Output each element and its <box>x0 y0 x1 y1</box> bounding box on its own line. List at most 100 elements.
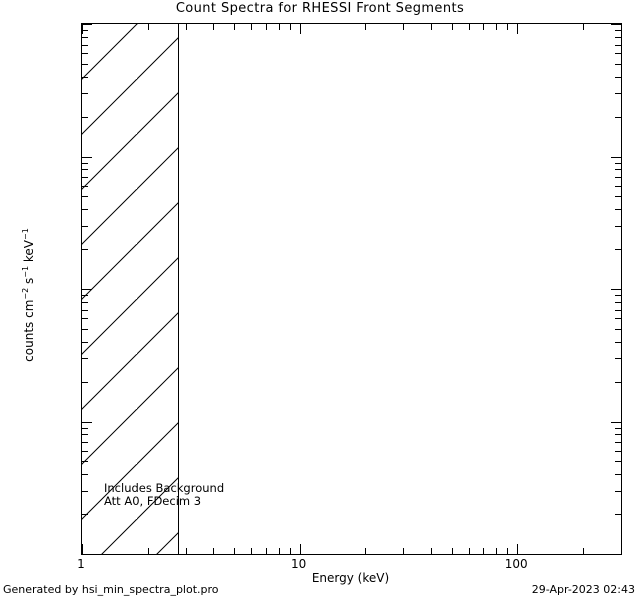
x-axis-tick <box>483 548 484 554</box>
x-axis-tick-label: 100 <box>504 557 528 571</box>
x-axis-tick <box>452 24 453 30</box>
x-axis-tick <box>279 24 280 30</box>
y-axis-tick <box>615 209 621 210</box>
y-axis-tick <box>82 196 88 197</box>
x-axis-tick <box>82 24 83 34</box>
y-axis-tick <box>82 249 88 250</box>
y-axis-tick <box>615 93 621 94</box>
annotation-includes-background: Includes Background <box>104 481 225 495</box>
x-axis-tick <box>148 24 149 30</box>
y-axis-tick <box>82 451 88 452</box>
y-axis-tick <box>615 358 621 359</box>
x-axis-tick <box>583 548 584 554</box>
y-axis-tick <box>82 461 88 462</box>
x-axis-tick <box>234 24 235 30</box>
y-axis-tick <box>82 209 88 210</box>
hatched-region <box>82 24 179 554</box>
y-axis-tick <box>82 514 88 515</box>
x-axis-tick <box>266 24 267 30</box>
y-axis-tick <box>615 177 621 178</box>
y-axis-tick <box>82 428 88 429</box>
x-axis-tick <box>300 544 301 554</box>
y-axis-tick <box>82 45 88 46</box>
y-axis-tick <box>615 226 621 227</box>
y-axis-tick <box>611 289 621 290</box>
y-axis-tick <box>615 310 621 311</box>
x-axis-tick <box>290 24 291 30</box>
footer-timestamp: 29-Apr-2023 02:43 <box>531 583 635 596</box>
x-axis-tick <box>517 544 518 554</box>
annotation-attenuator-state: Att A0, FDecim 3 <box>104 494 202 508</box>
y-axis-tick <box>82 226 88 227</box>
x-axis-tick <box>186 548 187 554</box>
y-axis-tick <box>615 163 621 164</box>
y-axis-tick <box>82 117 88 118</box>
y-axis-tick <box>82 342 88 343</box>
y-axis-tick <box>82 53 88 54</box>
y-axis-tick <box>82 422 92 423</box>
y-axis-tick <box>615 53 621 54</box>
y-axis-tick <box>611 24 621 25</box>
y-axis-tick <box>82 30 88 31</box>
y-axis-tick <box>615 117 621 118</box>
y-axis-tick <box>82 302 88 303</box>
x-axis-tick <box>251 24 252 30</box>
y-axis-tick <box>82 37 88 38</box>
footer-generator: Generated by hsi_min_spectra_plot.pro <box>3 583 219 596</box>
plot-annotations: Includes Background Att A0, FDecim 3 <box>104 482 224 508</box>
x-axis-tick <box>452 548 453 554</box>
y-axis-tick <box>82 177 88 178</box>
y-axis-tick <box>615 318 621 319</box>
x-axis-tick <box>431 24 432 30</box>
y-axis-tick <box>615 382 621 383</box>
plot-area <box>81 23 622 555</box>
y-axis-tick <box>615 249 621 250</box>
y-axis-tick <box>615 491 621 492</box>
y-axis-tick <box>82 295 88 296</box>
y-axis-tick <box>615 186 621 187</box>
x-axis-tick <box>213 24 214 30</box>
y-axis-tick <box>615 302 621 303</box>
x-axis-tick <box>148 548 149 554</box>
x-axis-tick <box>469 24 470 30</box>
x-axis-tick <box>403 548 404 554</box>
y-axis-tick <box>615 64 621 65</box>
x-axis-tick <box>365 548 366 554</box>
x-axis-tick-label: 10 <box>290 557 307 571</box>
x-axis-title: Energy (keV) <box>311 571 390 585</box>
x-axis-tick <box>431 548 432 554</box>
y-axis-tick <box>615 451 621 452</box>
x-axis-tick <box>507 24 508 30</box>
y-axis-tick <box>615 45 621 46</box>
hatch-region-boundary <box>178 24 179 554</box>
y-axis-tick <box>82 434 88 435</box>
x-axis-tick <box>300 24 301 34</box>
x-axis-tick <box>483 24 484 30</box>
x-axis-tick <box>469 548 470 554</box>
x-axis-tick <box>507 548 508 554</box>
x-axis-tick <box>82 544 83 554</box>
y-axis-tick <box>615 77 621 78</box>
y-axis-tick <box>82 163 88 164</box>
x-axis-tick <box>290 548 291 554</box>
y-axis-tick <box>615 30 621 31</box>
y-axis-tick <box>82 77 88 78</box>
y-axis-tick <box>82 186 88 187</box>
y-axis-tick <box>611 422 621 423</box>
y-axis-tick <box>82 24 92 25</box>
y-axis-tick <box>82 329 88 330</box>
x-axis-tick <box>234 548 235 554</box>
x-axis-tick <box>403 24 404 30</box>
y-axis-tick <box>615 442 621 443</box>
y-axis-tick <box>82 93 88 94</box>
y-axis-title: counts cm−2 s−1 keV−1 <box>21 228 36 362</box>
y-axis-tick <box>82 474 88 475</box>
x-axis-tick <box>583 24 584 30</box>
x-axis-tick <box>186 24 187 30</box>
y-axis-tick <box>615 434 621 435</box>
x-axis-tick <box>496 548 497 554</box>
y-axis-tick <box>615 169 621 170</box>
y-axis-tick <box>615 342 621 343</box>
y-axis-tick <box>82 64 88 65</box>
y-axis-tick <box>615 461 621 462</box>
